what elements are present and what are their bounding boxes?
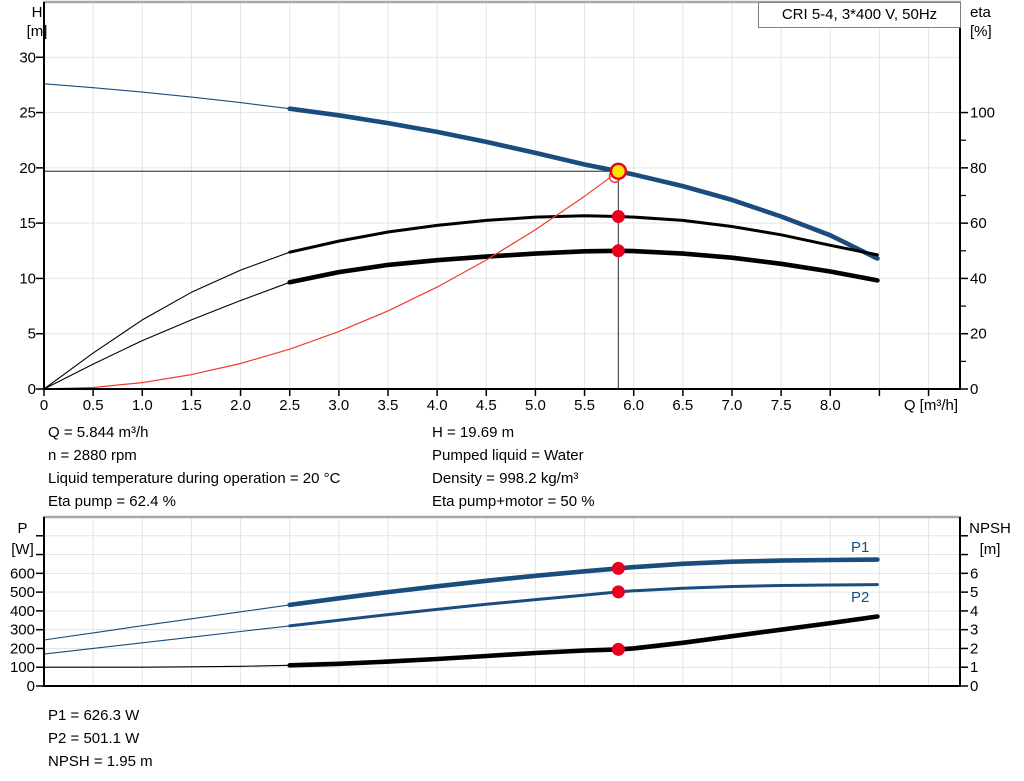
npsh-axis-title-unit: [m] <box>979 541 1001 558</box>
curve-h-q-curve <box>287 106 880 261</box>
y-left-tick-label: 10 <box>19 270 36 287</box>
p-axis-title-symbol: P <box>17 520 28 537</box>
x-tick-label: 5.0 <box>525 397 546 414</box>
x-axis-title: Q [m³/h] <box>904 397 958 414</box>
y-left-tick-label: 15 <box>19 215 36 232</box>
y-right-tick-label: 1 <box>970 659 978 676</box>
curve-p2-thin <box>43 625 291 655</box>
result-liquid-temp: Liquid temperature during operation = 20… <box>48 470 341 487</box>
duty-point-marker <box>609 162 628 180</box>
curve-p1-thin <box>43 604 291 641</box>
curve-eta-pump <box>288 214 879 257</box>
y-right-tick-label: 80 <box>970 160 987 177</box>
y-left-tick-label: 100 <box>10 659 35 676</box>
operating-point-dot <box>611 561 625 575</box>
y-right-tick-label: 40 <box>970 270 987 287</box>
y-right-tick-label: 5 <box>970 584 978 601</box>
x-tick-label: 2.5 <box>279 397 300 414</box>
curve-p2 <box>288 583 879 628</box>
h-axis-title-unit: [m] <box>26 23 48 40</box>
curve-system-curve <box>43 170 619 390</box>
operating-point-dot <box>611 585 625 599</box>
y-left-tick-label: 600 <box>10 565 35 582</box>
result-head: H = 19.69 m <box>432 424 515 441</box>
result-eta-pump: Eta pump = 62.4 % <box>48 493 176 510</box>
curve-npsh-thin <box>43 664 291 668</box>
curve-npsh <box>287 614 880 668</box>
y-right-tick-label: 2 <box>970 640 978 657</box>
pump-designation-box: CRI 5-4, 3*400 V, 50Hz <box>758 2 961 28</box>
operating-point-dot <box>611 210 625 224</box>
y-left-tick-label: 30 <box>19 49 36 66</box>
y-right-tick-label: 0 <box>970 678 978 695</box>
y-left-tick-label: 0 <box>28 381 36 398</box>
x-tick-label: 8.0 <box>820 397 841 414</box>
result-eta-pump-motor: Eta pump+motor = 50 % <box>432 493 595 510</box>
x-tick-label: 1.5 <box>181 397 202 414</box>
result-npsh: NPSH = 1.95 m <box>48 753 153 770</box>
result-speed: n = 2880 rpm <box>48 447 137 464</box>
y-right-tick-label: 0 <box>970 381 978 398</box>
x-tick-label: 3.5 <box>378 397 399 414</box>
p1-curve-label: P1 <box>851 539 870 556</box>
x-tick-label: 1.0 <box>132 397 153 414</box>
y-left-tick-label: 25 <box>19 105 36 122</box>
result-p2: P2 = 501.1 W <box>48 730 140 747</box>
y-left-tick-label: 0 <box>27 678 35 695</box>
y-left-tick-label: 200 <box>10 640 35 657</box>
y-left-tick-label: 500 <box>10 584 35 601</box>
y-right-tick-label: 100 <box>970 105 995 122</box>
y-left-tick-label: 300 <box>10 622 35 639</box>
y-left-tick-label: 20 <box>19 160 36 177</box>
curve-p1 <box>287 557 880 608</box>
y-right-tick-label: 6 <box>970 565 978 582</box>
x-tick-label: 0 <box>40 397 48 414</box>
operating-point-dot <box>611 642 625 656</box>
h-axis-title: H [m] <box>15 3 59 41</box>
x-tick-label: 2.0 <box>230 397 251 414</box>
x-tick-label: 4.0 <box>427 397 448 414</box>
x-tick-label: 4.5 <box>476 397 497 414</box>
p-axis-title-unit: [W] <box>11 541 34 558</box>
result-flow: Q = 5.844 m³/h <box>48 424 149 441</box>
h-axis-title-symbol: H <box>31 4 43 21</box>
result-pumped-liquid: Pumped liquid = Water <box>432 447 584 464</box>
y-right-tick-label: 60 <box>970 215 987 232</box>
p2-curve-label: P2 <box>851 589 870 606</box>
y-right-tick-label: 4 <box>970 603 978 620</box>
x-tick-label: 5.5 <box>574 397 595 414</box>
result-p1: P1 = 626.3 W <box>48 707 140 724</box>
x-tick-label: 0.5 <box>83 397 104 414</box>
npsh-axis-title: NPSH [m] <box>960 518 1020 560</box>
y-right-tick-label: 20 <box>970 326 987 343</box>
operating-point-dot <box>611 244 625 258</box>
curve-eta-pump-thin <box>43 251 291 390</box>
x-tick-label: 7.0 <box>722 397 743 414</box>
p-axis-title: P [W] <box>0 518 45 560</box>
y-left-tick-label: 5 <box>28 326 36 343</box>
y-right-tick-label: 3 <box>970 622 978 639</box>
eta-axis-title-unit: [%] <box>970 23 992 40</box>
curve-eta-pump-motor-thin <box>43 281 291 390</box>
curve-eta-pump-motor <box>287 248 880 285</box>
result-density: Density = 998.2 kg/m³ <box>432 470 579 487</box>
x-tick-label: 7.5 <box>771 397 792 414</box>
x-tick-label: 6.0 <box>623 397 644 414</box>
eta-axis-title-symbol: eta <box>970 4 991 21</box>
x-tick-label: 6.5 <box>672 397 693 414</box>
eta-axis-title: eta [%] <box>970 3 992 41</box>
npsh-axis-title-symbol: NPSH <box>969 520 1011 537</box>
curve-h-q-curve-thin <box>43 83 291 110</box>
y-left-tick-label: 400 <box>10 603 35 620</box>
x-tick-label: 3.0 <box>328 397 349 414</box>
